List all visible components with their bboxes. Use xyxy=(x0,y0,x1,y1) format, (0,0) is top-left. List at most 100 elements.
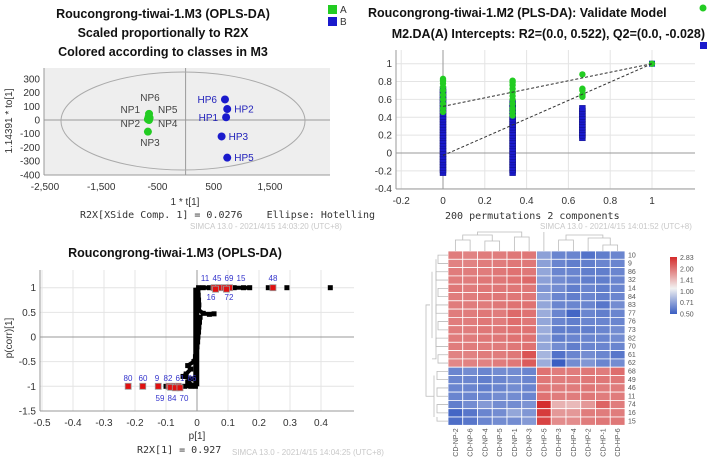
score-point xyxy=(145,116,154,124)
heatmap-cell xyxy=(477,250,493,260)
scores-y-tick-label: -200 xyxy=(20,143,40,154)
heatmap-cell xyxy=(477,258,493,268)
permutation-x-tick-label: 0 xyxy=(440,196,446,207)
heatmap-cell xyxy=(447,300,464,310)
heatmap-row-label: 70 xyxy=(628,344,636,351)
permutation-x-tick-label: 0.2 xyxy=(478,196,492,207)
heatmap-cell xyxy=(595,250,611,260)
heatmap-cell xyxy=(462,316,478,327)
heatmap-cell xyxy=(447,416,464,426)
permutation-y-tick-label: 1 xyxy=(386,59,392,70)
heatmap-cell xyxy=(506,350,523,360)
s-plot-point xyxy=(180,373,186,379)
heatmap-cell xyxy=(447,258,464,268)
row-dendrogram-branch xyxy=(436,370,448,381)
heatmap-cell xyxy=(506,408,523,418)
s-plot-point xyxy=(182,383,188,389)
heatmap-cell xyxy=(550,316,567,327)
r2-point xyxy=(439,91,447,99)
score-point-label: HP6 xyxy=(198,95,218,106)
heatmap-cell xyxy=(462,308,478,318)
s-plot-x-tick-label: -0.1 xyxy=(157,418,175,429)
permutation-title-line-2: M2.DA(A) Intercepts: R2=(0.0, 0.522), Q2… xyxy=(392,27,705,41)
heatmap-cell xyxy=(536,341,552,351)
heatmap-legend-tick: 1.41 xyxy=(680,278,694,285)
heatmap-cell xyxy=(462,383,478,393)
heatmap-cell xyxy=(595,292,611,302)
scores-y-label: 1.14391 * to[1] xyxy=(4,88,15,153)
score-point-label: NP3 xyxy=(140,138,160,149)
scores-plot-area xyxy=(44,68,330,175)
score-point-label: HP2 xyxy=(234,105,254,116)
heatmap-cell xyxy=(462,250,478,260)
heatmap-column-label: CD-HP-3 xyxy=(556,428,563,456)
heatmap-color-legend xyxy=(670,257,677,314)
row-dendrogram-branch xyxy=(435,271,448,281)
heatmap-cell xyxy=(536,358,552,368)
row-dendrogram-branch xyxy=(432,259,437,360)
heatmap-cell xyxy=(477,358,493,368)
column-dendrogram-branch xyxy=(477,231,523,237)
heatmap-cell xyxy=(447,333,464,343)
s-plot-point xyxy=(197,314,203,320)
heatmap-cell xyxy=(447,383,464,393)
heatmap-cell xyxy=(491,300,508,310)
heatmap-column-label: CD-HP-6 xyxy=(615,428,622,456)
column-dendrogram-branch xyxy=(484,240,501,251)
r2-point xyxy=(579,87,586,94)
heatmap-cell xyxy=(595,300,611,310)
heatmap-cell xyxy=(595,416,611,426)
heatmap-cell xyxy=(491,366,508,376)
s-plot-highlight-label: 48 xyxy=(269,274,278,283)
heatmap-cell xyxy=(609,416,626,426)
heatmap-cell xyxy=(609,325,626,335)
heatmap-cell xyxy=(580,383,596,393)
heatmap-row-label: 77 xyxy=(628,310,636,317)
heatmap-cell xyxy=(565,341,582,351)
heatmap-cell xyxy=(580,267,596,277)
heatmap-cell xyxy=(506,258,523,268)
heatmap-cell xyxy=(447,408,464,418)
heatmap-row-label: 82 xyxy=(628,335,636,342)
heatmap-cell xyxy=(550,416,567,426)
heatmap-cell xyxy=(609,391,626,401)
s-plot-highlight-label: 84 xyxy=(168,394,177,403)
heatmap-column-label: CD-HP-2 xyxy=(586,428,593,456)
s-plot-point xyxy=(185,379,191,385)
heatmap-cell xyxy=(536,366,552,376)
heatmap-cell xyxy=(491,408,508,418)
s-plot-point xyxy=(191,359,197,365)
s-plot-x-tick-label: -0.3 xyxy=(95,418,113,429)
heatmap-row-label: 46 xyxy=(628,385,636,392)
permutation-x-tick-label: 0.4 xyxy=(520,196,534,207)
s-plot-point xyxy=(185,363,191,369)
s-plot-y-label: p(corr)[1] xyxy=(4,317,15,358)
heatmap-cell xyxy=(521,250,537,260)
score-point-label: HP3 xyxy=(229,132,249,143)
column-dendrogram-branch xyxy=(558,239,574,251)
heatmap-cell xyxy=(477,333,493,343)
s-plot-point xyxy=(183,371,189,377)
heatmap-cell xyxy=(565,283,582,293)
heatmap-column-label: CD-HP-5 xyxy=(541,428,548,456)
heatmap-cell xyxy=(580,375,596,385)
heatmap-legend-tick: 0.50 xyxy=(680,312,694,319)
scores-x-tick-label: -500 xyxy=(147,182,167,193)
heatmap-row-label: 62 xyxy=(628,360,636,367)
heatmap-cell xyxy=(609,250,626,260)
permutation-y-tick-label: 0.8 xyxy=(378,77,392,88)
heatmap-column-label: CD-NP-6 xyxy=(468,428,475,456)
score-point-label: NP2 xyxy=(121,119,141,130)
heatmap-cell xyxy=(536,399,552,410)
s-plot-highlight-point xyxy=(139,382,147,390)
s-plot-highlight-label: 60 xyxy=(139,374,148,383)
scores-y-tick-label: 0 xyxy=(34,116,40,127)
heatmap-row-label: 49 xyxy=(628,377,636,384)
heatmap-cell xyxy=(550,275,567,285)
scores-y-tick-label: -100 xyxy=(20,129,40,140)
scores-title-line-2: Scaled proportionally to R2X xyxy=(78,26,250,40)
heatmap-cell xyxy=(462,391,478,401)
heatmap-row-label: 76 xyxy=(628,319,636,326)
permutation-x-tick-label: 0.8 xyxy=(603,196,617,207)
heatmap-cell xyxy=(536,250,552,260)
